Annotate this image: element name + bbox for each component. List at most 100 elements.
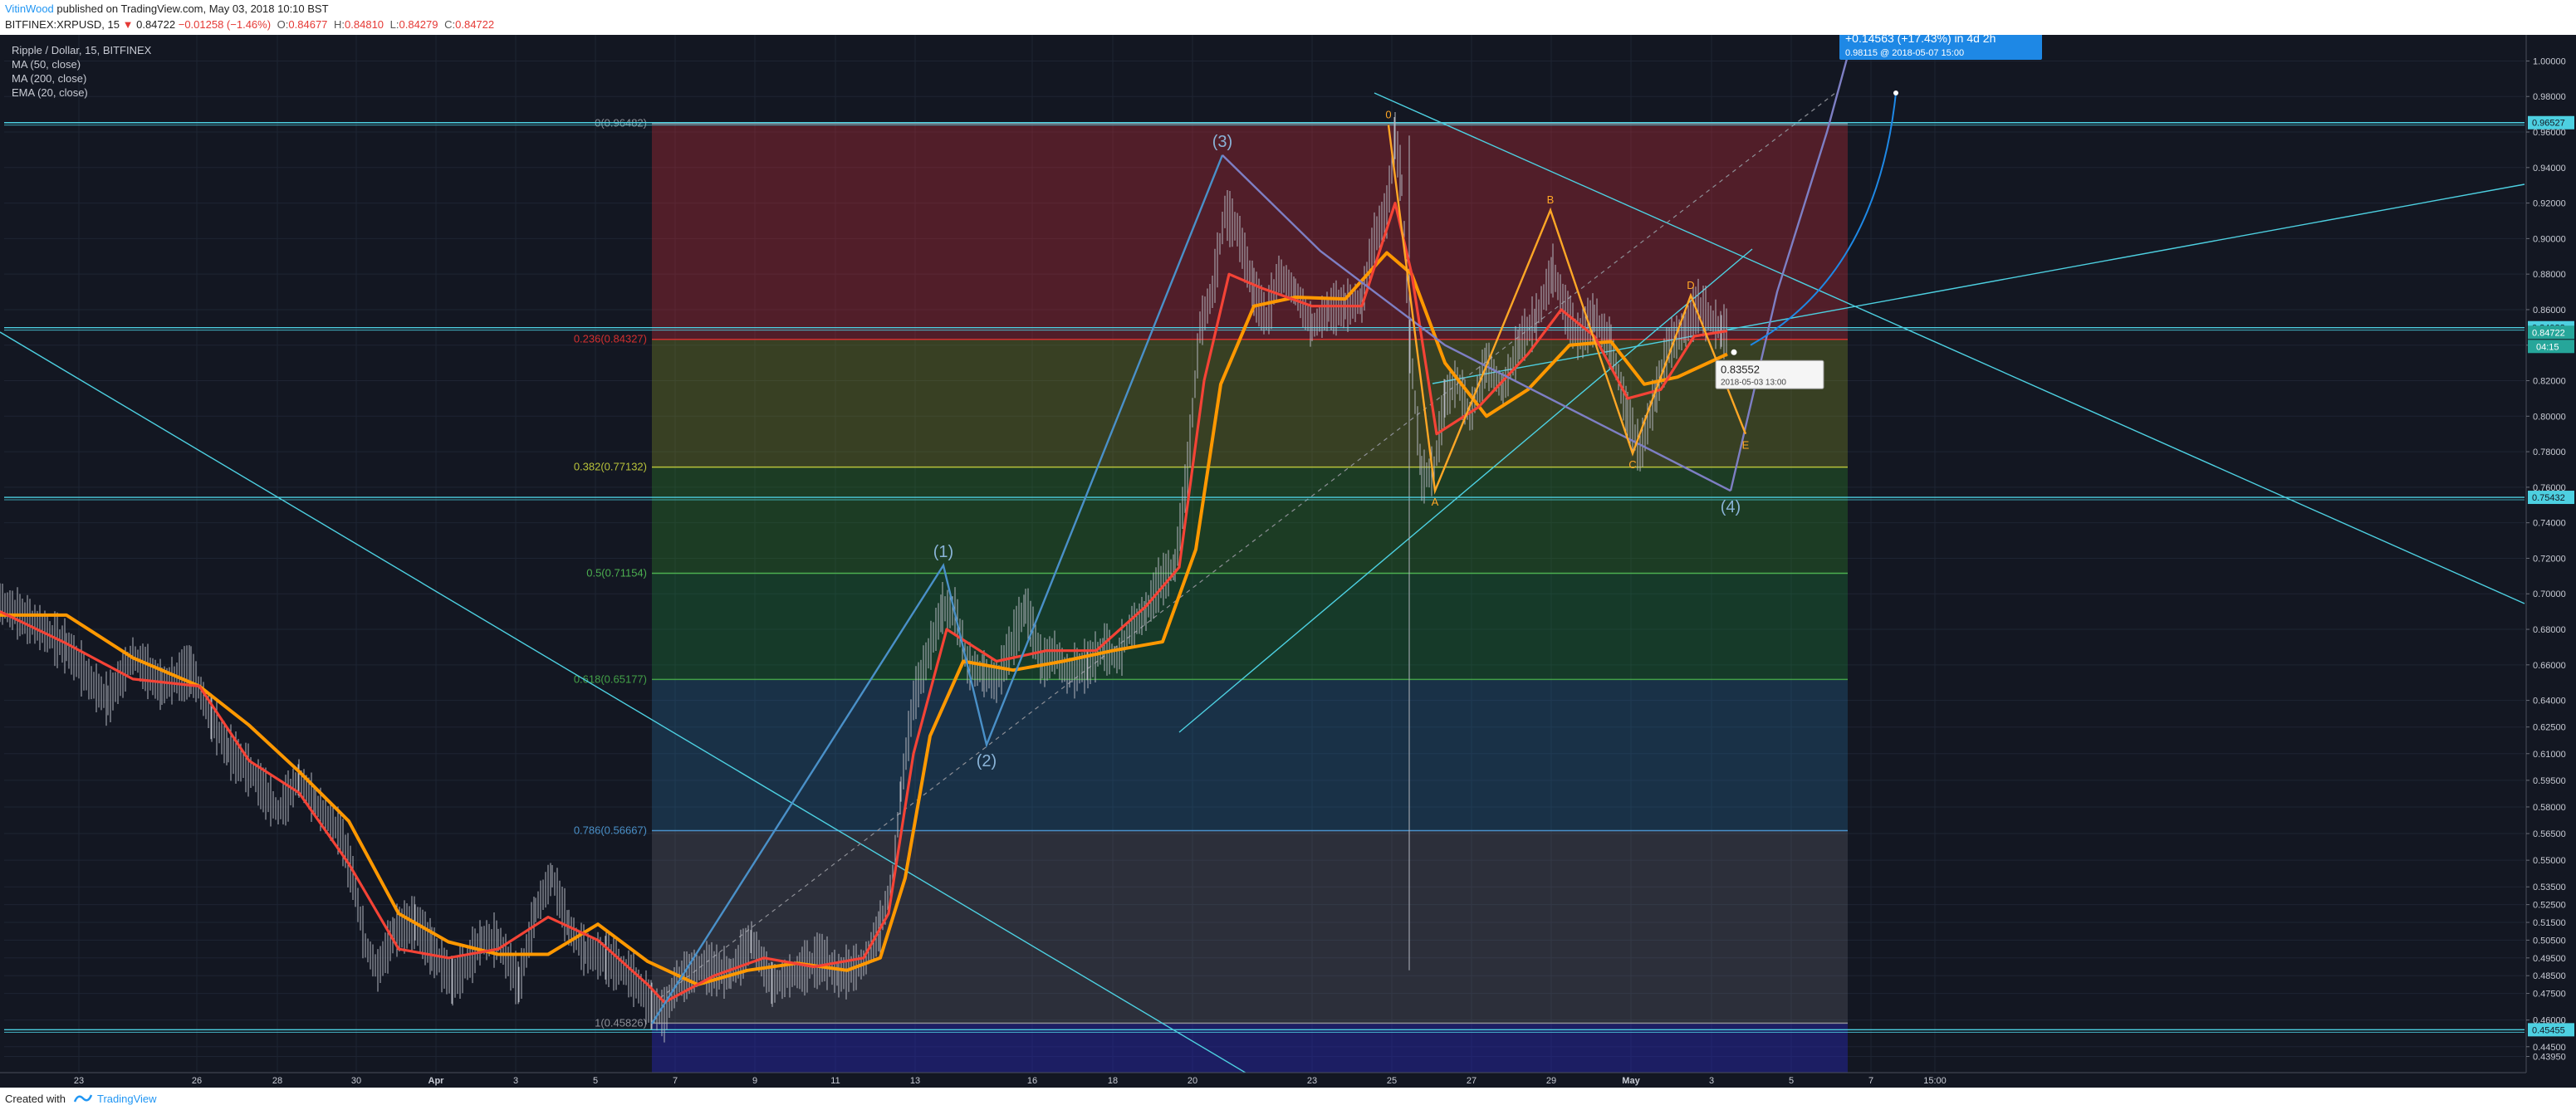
level-badge [2528,1023,2574,1037]
y-tick-label: 0.44500 [2533,1043,2566,1053]
open-value: 0.84677 [288,18,328,31]
ma50-line [0,251,1728,986]
x-tick-label: 5 [593,1076,598,1086]
level-badge [2528,491,2574,505]
x-tick-label: 9 [752,1076,757,1086]
ema20-line [0,202,1728,1004]
last-price: 0.84722 [136,18,176,31]
tooltip-date: 2018-05-03 13:00 [1721,378,1786,387]
x-tick-label: Apr [429,1076,445,1086]
tooltip-dot [1731,349,1737,355]
current-price-badge [2528,325,2574,340]
high-label: H: [334,18,345,31]
x-tick-label: 29 [1546,1076,1556,1086]
fib-zone [652,679,1848,831]
x-tick-label: 27 [1467,1076,1477,1086]
countdown-label: 04:15 [2536,342,2559,352]
y-tick-label: 0.68000 [2533,625,2566,635]
y-tick-label: 0.56500 [2533,829,2566,839]
x-tick-label: 25 [1387,1076,1397,1086]
projection-detail: 0.98115 @ 2018-05-07 15:00 [1845,48,1964,58]
open-label: O: [277,18,289,31]
x-tick-label: 30 [351,1076,361,1086]
fib-level-label: 1(0.45826) [595,1016,647,1029]
dashed-trendline [659,92,1836,999]
x-tick-label: 5 [1789,1076,1794,1086]
publish-line: VitinWood published on TradingView.com, … [5,2,329,15]
y-tick-label: 0.64000 [2533,697,2566,707]
trendlines [0,92,2525,1088]
legend-title: Ripple / Dollar, 15, BITFINEX [12,44,152,56]
x-tick-label: 11 [830,1076,840,1086]
y-tick-label: 0.59500 [2533,776,2566,786]
symbol-label: BITFINEX:XRPUSD, 15 [5,18,120,31]
pattern-point-label: E [1742,439,1750,452]
y-tick-label: 0.53500 [2533,883,2566,892]
pattern-point-label: D [1687,279,1694,291]
x-tick-label: 3 [513,1076,518,1086]
y-tick-label: 0.92000 [2533,199,2566,209]
fib-zone [652,467,1848,574]
fib-level-label: 0.618(0.65177) [574,672,647,685]
fib-level-label: 0.236(0.84327) [574,333,647,345]
pattern-point-label: C [1628,458,1636,471]
projection-box: +0.14563 (+17.43%) in 4d 2h 0.98115 @ 201… [1839,35,2042,95]
legend-indicator-ma50[interactable]: MA (50, close) [12,58,81,71]
y-tick-label: 0.78000 [2533,447,2566,457]
wave-label: (2) [977,752,997,770]
footer-bar: Created with TradingView [0,1088,2576,1110]
x-axis: 23 26 28 30 Apr 3 5 7 9 11 13 16 18 20 23 25 27 29 May 3 5 7 1… [0,1072,2576,1088]
corrective-wave-line [1222,154,1731,492]
trendline [1178,248,1753,733]
projection-end-dot [1893,90,1898,95]
y-tick-label: 0.82000 [2533,377,2566,387]
x-tick-label: 26 [192,1076,202,1086]
published-text: published on TradingView.com, May 03, 20… [56,2,329,15]
x-tick-label: 3 [1709,1076,1714,1086]
fib-level-label: 0.5(0.71154) [586,567,647,579]
x-tick-label: 23 [1307,1076,1317,1086]
x-tick-label: 15:00 [1923,1076,1947,1086]
y-tick-label: 0.43950 [2533,1053,2566,1063]
x-tick-label: 7 [673,1076,678,1086]
trendline [1374,92,2525,604]
fib-level-label: 0.786(0.56667) [574,824,647,836]
grid-lines [4,35,2525,1073]
legend-indicator-ma200[interactable]: MA (200, close) [12,72,87,85]
legend-indicator-ema20[interactable]: EMA (20, close) [12,86,88,99]
low-value: 0.84279 [399,18,438,31]
y-axis: 1.00000 0.98000 0.96000 0.94000 0.92000 0.900… [2525,35,2576,1088]
trendline [1432,183,2525,384]
pattern-point-label: 0 [1385,108,1391,120]
y-axis-bg [2526,35,2576,1088]
projection-curve [1750,92,1897,346]
y-tick-label: 0.61000 [2533,750,2566,760]
x-axis-bg [0,1073,2576,1088]
y-tick-label: 1.00000 [2533,56,2566,66]
y-tick-label: 0.74000 [2533,519,2566,529]
y-tick-label: 0.88000 [2533,270,2566,280]
pattern-point-label: A [1432,496,1439,508]
projection-box-bg [1839,35,2042,60]
level-badge-label: 0.96527 [2532,119,2565,129]
x-tick-label: 7 [1868,1076,1873,1086]
low-label: L: [389,18,399,31]
down-arrow-icon: ▼ [122,18,134,31]
y-tick-label: 0.80000 [2533,412,2566,422]
author-link[interactable]: VitinWood [5,2,54,15]
trendline [0,331,1271,1088]
impulse-wave-line [650,154,1224,1024]
level-badge-label: 0.75432 [2532,493,2565,503]
y-tick-label: 0.86000 [2533,306,2566,315]
y-tick-label: 0.48500 [2533,971,2566,981]
tooltip-box [1715,359,1824,389]
level-badge [2528,115,2574,130]
projection-title: +0.14563 (+17.43%) in 4d 2h [1845,35,1996,45]
fib-zone [652,339,1848,467]
y-tick-label: 0.98000 [2533,92,2566,102]
high-value: 0.84810 [345,18,384,31]
abcde-line [1387,125,1747,495]
price-chart[interactable]: 0(0.96482)0.236(0.84327)0.382(0.77132)0.… [0,35,2576,1088]
tradingview-brand-link[interactable]: TradingView [97,1093,157,1105]
fib-zone [652,1023,1848,1073]
